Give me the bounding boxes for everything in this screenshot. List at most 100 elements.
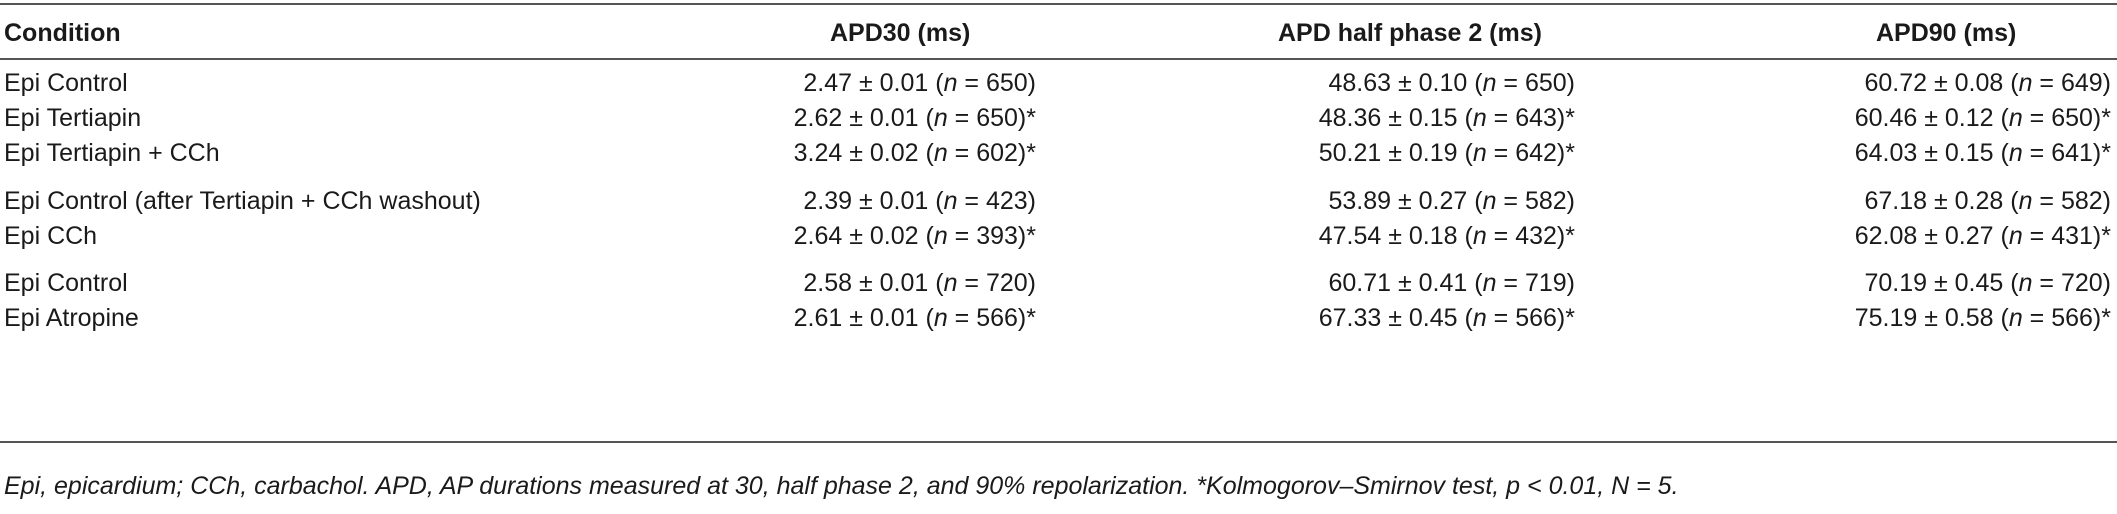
cell-apd90: 62.08 ± 0.27 (n = 431)* bbox=[1855, 221, 2111, 251]
value-text: 60.72 ± 0.08 ( bbox=[1864, 69, 2019, 97]
cell-apd30: 2.62 ± 0.01 (n = 650)* bbox=[794, 103, 1036, 133]
table-row: Epi Control 2.58 ± 0.01 (n = 720) 60.71 ± … bbox=[0, 268, 2117, 302]
n-label: n bbox=[943, 269, 958, 297]
cell-condition: Epi Control bbox=[4, 69, 128, 97]
table-row: Epi Tertiapin 2.62 ± 0.01 (n = 650)* 48.36… bbox=[0, 103, 2117, 137]
n-label: n bbox=[2018, 187, 2033, 215]
value-text: 60.46 ± 0.12 ( bbox=[1854, 104, 2009, 132]
cell-apd-half-phase-2: 47.54 ± 0.18 (n = 432)* bbox=[1319, 221, 1575, 251]
cell-apd-half-phase-2: 53.89 ± 0.27 (n = 582) bbox=[1328, 186, 1575, 216]
n-label: n bbox=[2018, 269, 2033, 297]
value-text: 2.64 ± 0.02 ( bbox=[793, 222, 934, 250]
value-text: 2.62 ± 0.01 ( bbox=[793, 104, 934, 132]
value-text: 70.19 ± 0.45 ( bbox=[1864, 269, 2019, 297]
n-count-text: = 582) bbox=[1496, 187, 1575, 215]
value-text: 2.39 ± 0.01 ( bbox=[803, 187, 944, 215]
cell-condition: Epi Control bbox=[4, 269, 128, 297]
cell-apd30: 2.58 ± 0.01 (n = 720) bbox=[803, 268, 1036, 298]
n-count-text: = 566)* bbox=[2022, 304, 2111, 332]
table-row: Epi CCh 2.64 ± 0.02 (n = 393)* 47.54 ± 0.1… bbox=[0, 221, 2117, 255]
n-count-text: = 642)* bbox=[1486, 139, 1575, 167]
cell-apd-half-phase-2: 48.63 ± 0.10 (n = 650) bbox=[1328, 68, 1575, 98]
n-label: n bbox=[2008, 222, 2023, 250]
cell-apd90: 75.19 ± 0.58 (n = 566)* bbox=[1855, 303, 2111, 333]
cell-apd30: 2.61 ± 0.01 (n = 566)* bbox=[794, 303, 1036, 333]
table-bottom-rule bbox=[0, 441, 2117, 443]
n-label: n bbox=[1482, 187, 1497, 215]
n-count-text: = 650)* bbox=[947, 104, 1036, 132]
value-text: 67.18 ± 0.28 ( bbox=[1864, 187, 2019, 215]
cell-apd30: 2.64 ± 0.02 (n = 393)* bbox=[794, 221, 1036, 251]
value-text: 2.47 ± 0.01 ( bbox=[803, 69, 944, 97]
cell-apd90: 60.46 ± 0.12 (n = 650)* bbox=[1855, 103, 2111, 133]
cell-apd-half-phase-2: 48.36 ± 0.15 (n = 643)* bbox=[1319, 103, 1575, 133]
value-text: 48.36 ± 0.15 ( bbox=[1318, 104, 1473, 132]
table-row: Epi Atropine 2.61 ± 0.01 (n = 566)* 67.33 … bbox=[0, 303, 2117, 337]
value-text: 60.71 ± 0.41 ( bbox=[1328, 269, 1483, 297]
cell-condition: Epi Atropine bbox=[4, 304, 139, 332]
table-row: Epi Tertiapin + CCh 3.24 ± 0.02 (n = 602)… bbox=[0, 138, 2117, 172]
n-label: n bbox=[2008, 104, 2023, 132]
n-label: n bbox=[2018, 69, 2033, 97]
value-text: 48.63 ± 0.10 ( bbox=[1328, 69, 1483, 97]
n-count-text: = 566)* bbox=[1486, 304, 1575, 332]
value-text: 64.03 ± 0.15 ( bbox=[1854, 139, 2009, 167]
cell-apd30: 3.24 ± 0.02 (n = 602)* bbox=[794, 138, 1036, 168]
header-apd-half-phase-2: APD half phase 2 (ms) bbox=[1278, 19, 1542, 47]
cell-condition: Epi Tertiapin bbox=[4, 104, 142, 132]
cell-apd-half-phase-2: 60.71 ± 0.41 (n = 719) bbox=[1328, 268, 1575, 298]
n-label: n bbox=[1472, 104, 1487, 132]
n-count-text: = 602)* bbox=[947, 139, 1036, 167]
value-text: 75.19 ± 0.58 ( bbox=[1854, 304, 2009, 332]
value-text: 2.58 ± 0.01 ( bbox=[803, 269, 944, 297]
n-count-text: = 641)* bbox=[2022, 139, 2111, 167]
n-label: n bbox=[1472, 139, 1487, 167]
n-count-text: = 432)* bbox=[1486, 222, 1575, 250]
n-label: n bbox=[943, 69, 958, 97]
value-text: 62.08 ± 0.27 ( bbox=[1854, 222, 2009, 250]
cell-apd90: 60.72 ± 0.08 (n = 649) bbox=[1864, 68, 2111, 98]
n-label: n bbox=[2008, 139, 2023, 167]
cell-apd90: 64.03 ± 0.15 (n = 641)* bbox=[1855, 138, 2111, 168]
n-count-text: = 393)* bbox=[947, 222, 1036, 250]
n-count-text: = 649) bbox=[2032, 69, 2111, 97]
n-label: n bbox=[1472, 304, 1487, 332]
n-count-text: = 650) bbox=[957, 69, 1036, 97]
value-text: 3.24 ± 0.02 ( bbox=[793, 139, 934, 167]
cell-apd90: 67.18 ± 0.28 (n = 582) bbox=[1864, 186, 2111, 216]
table-header-rule bbox=[0, 58, 2117, 60]
n-label: n bbox=[1482, 69, 1497, 97]
cell-condition: Epi Tertiapin + CCh bbox=[4, 139, 220, 167]
header-condition: Condition bbox=[4, 19, 121, 47]
value-text: 47.54 ± 0.18 ( bbox=[1318, 222, 1473, 250]
n-count-text: = 650) bbox=[1496, 69, 1575, 97]
n-count-text: = 643)* bbox=[1486, 104, 1575, 132]
n-count-text: = 423) bbox=[957, 187, 1036, 215]
cell-apd30: 2.47 ± 0.01 (n = 650) bbox=[803, 68, 1036, 98]
cell-apd-half-phase-2: 50.21 ± 0.19 (n = 642)* bbox=[1319, 138, 1575, 168]
n-count-text: = 719) bbox=[1496, 269, 1575, 297]
cell-apd90: 70.19 ± 0.45 (n = 720) bbox=[1864, 268, 2111, 298]
n-count-text: = 720) bbox=[957, 269, 1036, 297]
n-count-text: = 720) bbox=[2032, 269, 2111, 297]
n-label: n bbox=[933, 222, 948, 250]
cell-apd30: 2.39 ± 0.01 (n = 423) bbox=[803, 186, 1036, 216]
cell-condition: Epi CCh bbox=[4, 222, 98, 250]
n-label: n bbox=[933, 104, 948, 132]
table-row: Epi Control 2.47 ± 0.01 (n = 650) 48.63 ± … bbox=[0, 68, 2117, 102]
value-text: 67.33 ± 0.45 ( bbox=[1318, 304, 1473, 332]
n-label: n bbox=[933, 304, 948, 332]
n-label: n bbox=[943, 187, 958, 215]
header-apd30: APD30 (ms) bbox=[830, 19, 971, 47]
table-footnote: Epi, epicardium; CCh, carbachol. APD, AP… bbox=[4, 472, 1679, 500]
value-text: 2.61 ± 0.01 ( bbox=[793, 304, 934, 332]
value-text: 50.21 ± 0.19 ( bbox=[1318, 139, 1473, 167]
n-label: n bbox=[933, 139, 948, 167]
table-header-row: Condition APD30 (ms) APD half phase 2 (m… bbox=[0, 18, 2117, 48]
table-row: Epi Control (after Tertiapin + CCh washo… bbox=[0, 186, 2117, 220]
n-count-text: = 582) bbox=[2032, 187, 2111, 215]
n-count-text: = 650)* bbox=[2022, 104, 2111, 132]
n-count-text: = 431)* bbox=[2022, 222, 2111, 250]
n-label: n bbox=[2008, 304, 2023, 332]
header-apd90: APD90 (ms) bbox=[1876, 19, 2017, 47]
